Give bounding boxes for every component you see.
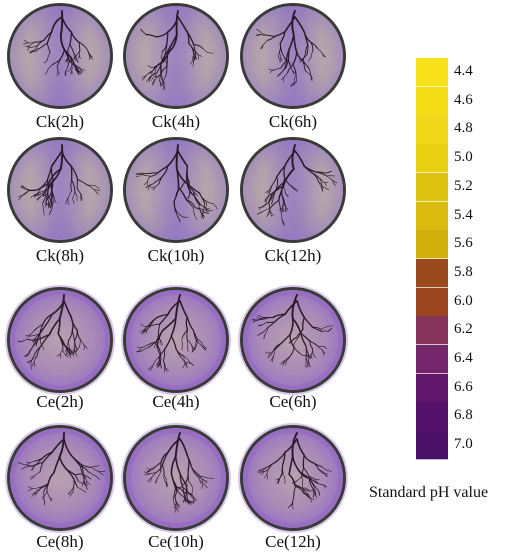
- dish-rim: [7, 3, 113, 109]
- legend-title: Standard pH value: [369, 484, 489, 501]
- root-system: [18, 144, 101, 216]
- plate-label: Ck(4h): [151, 112, 201, 131]
- petri-dish: [121, 285, 231, 395]
- root-system: [257, 432, 332, 510]
- ph-value-label: 5.0: [454, 149, 473, 166]
- plate-label: Ce(6h): [269, 392, 317, 411]
- ph-value-label: 6.2: [454, 321, 473, 338]
- dish-rim: [123, 137, 229, 243]
- ph-value-label: 6.0: [454, 292, 473, 309]
- ph-value-label: 6.4: [454, 350, 473, 366]
- plate-label: Ck(12h): [264, 246, 322, 265]
- plate-label: Ck(8h): [35, 246, 85, 265]
- ph-color-swatch: [416, 115, 448, 145]
- dish-rim: [123, 287, 229, 393]
- ph-value-label: 6.8: [454, 407, 473, 424]
- ph-color-swatch: [416, 431, 448, 461]
- ph-color-swatch: [416, 258, 448, 289]
- ph-color-swatch: [416, 144, 448, 174]
- petri-dish: [7, 137, 113, 243]
- ph-value-label: 4.6: [454, 91, 473, 108]
- petri-dish: [240, 3, 346, 109]
- petri-dish: [123, 137, 229, 243]
- ph-value-label: 7.0: [454, 436, 473, 453]
- plate-label: Ck(2h): [35, 112, 85, 131]
- agar-medium: [126, 290, 226, 390]
- root-system: [144, 432, 214, 513]
- root-system: [140, 10, 214, 91]
- plate-label: Ck(10h): [147, 246, 205, 265]
- ph-color-swatch: [416, 345, 448, 375]
- root-system: [135, 294, 207, 373]
- dish-rim: [123, 3, 229, 109]
- petri-dish: [123, 3, 229, 109]
- root-system: [135, 144, 218, 223]
- dish-rim: [7, 137, 113, 243]
- ph-color-swatch: [416, 287, 448, 317]
- petri-dish: [5, 285, 115, 395]
- dish-rim: [7, 287, 113, 393]
- petri-dish: [240, 137, 346, 243]
- ph-value-label: 5.4: [454, 206, 473, 223]
- root-system: [255, 10, 326, 87]
- plate-label: Ce(8h): [36, 532, 84, 551]
- ph-color-swatch: [416, 316, 448, 346]
- agar-medium: [243, 428, 343, 528]
- dish-rim: [240, 425, 346, 531]
- plate-label: Ce(12h): [265, 532, 321, 551]
- ph-value-label: 4.4: [454, 63, 473, 79]
- ph-color-swatch: [416, 230, 448, 260]
- dish-rim: [240, 137, 346, 243]
- ph-color-swatch: [416, 58, 448, 88]
- root-system: [256, 144, 338, 226]
- purple-zone: [146, 140, 206, 240]
- root-system: [23, 10, 93, 77]
- petri-dish: [238, 423, 348, 533]
- root-system: [18, 432, 106, 506]
- petri-dish: [121, 423, 231, 533]
- dish-rim: [240, 287, 346, 393]
- dish-rim: [123, 425, 229, 531]
- ph-color-swatch: [416, 402, 448, 432]
- petri-dish: [238, 285, 348, 395]
- dish-rim: [7, 425, 113, 531]
- plate-label: Ce(4h): [152, 392, 200, 411]
- ph-value-label: 5.6: [454, 235, 473, 252]
- plate-label: Ce(10h): [148, 532, 204, 551]
- ph-value-label: 4.8: [454, 120, 473, 137]
- ph-color-swatch: [416, 201, 448, 231]
- petri-dish: [7, 3, 113, 109]
- ph-color-swatch: [416, 373, 448, 403]
- dish-rim: [240, 3, 346, 109]
- root-system: [251, 294, 334, 368]
- ph-color-swatch: [416, 86, 448, 116]
- petri-dish: [5, 423, 115, 533]
- ph-value-label: 6.6: [454, 378, 473, 395]
- agar-medium: [126, 428, 226, 528]
- agar-medium: [10, 428, 110, 528]
- plate-label: Ce(2h): [36, 392, 84, 411]
- root-system: [17, 294, 88, 370]
- ph-value-label: 5.8: [454, 263, 473, 280]
- ph-value-label: 5.2: [454, 177, 473, 194]
- ph-color-swatch: [416, 172, 448, 202]
- plate-label: Ck(6h): [268, 112, 318, 131]
- purple-zone: [30, 6, 90, 106]
